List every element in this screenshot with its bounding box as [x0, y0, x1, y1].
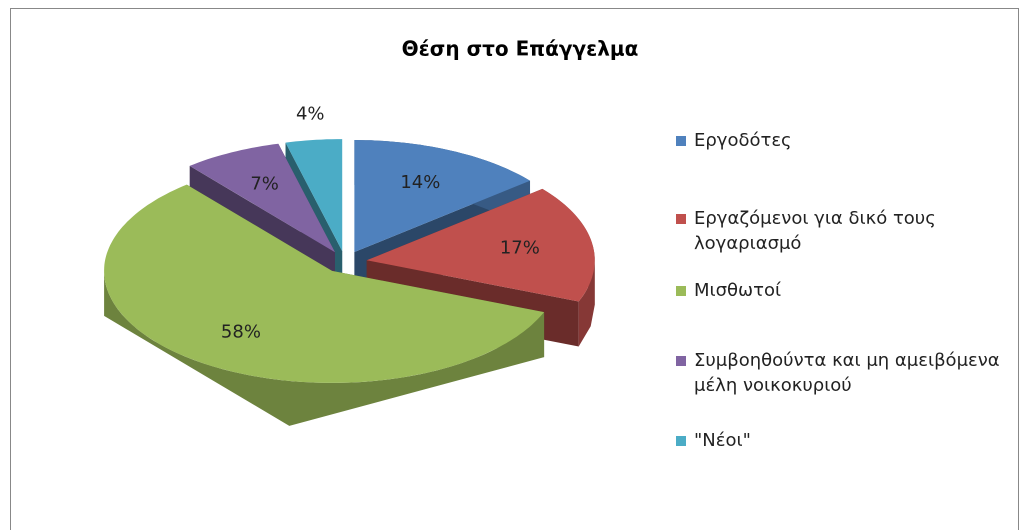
- legend-label: Εργαζόμενοι για δικό τους λογαριασμό: [694, 208, 936, 254]
- legend-item: Εργοδότες: [676, 128, 792, 153]
- slice-side: [104, 270, 545, 426]
- legend-swatch: [676, 136, 686, 146]
- legend-swatch: [676, 214, 686, 224]
- data-label: 58%: [221, 322, 261, 343]
- legend-label: Μισθωτοί: [694, 280, 782, 301]
- pie: [104, 139, 595, 426]
- legend-swatch: [676, 436, 686, 446]
- legend-item: Εργαζόμενοι για δικό τους λογαριασμό: [676, 206, 1006, 256]
- legend-swatch: [676, 356, 686, 366]
- slice: [285, 139, 343, 252]
- chart-title: Θέση στο Επάγγελμα: [402, 37, 639, 61]
- legend-label: "Νέοι": [694, 430, 751, 451]
- legend-label: Συμβοηθούντα και μη αμειβόμενα μέλη νοικ…: [694, 350, 1000, 396]
- data-label: 7%: [250, 173, 279, 194]
- legend-item: "Νέοι": [676, 428, 751, 453]
- legend-item: Μισθωτοί: [676, 278, 781, 303]
- slice: [104, 184, 545, 383]
- data-label: 4%: [296, 104, 325, 125]
- legend-item: Συμβοηθούντα και μη αμειβόμενα μέλη νοικ…: [676, 348, 1006, 398]
- slice: [354, 140, 530, 253]
- legend-label: Εργοδότες: [694, 130, 792, 151]
- slice: [366, 188, 595, 302]
- data-label: 14%: [400, 172, 440, 193]
- slice: [189, 143, 336, 253]
- data-label: 17%: [500, 237, 540, 258]
- legend-swatch: [676, 286, 686, 296]
